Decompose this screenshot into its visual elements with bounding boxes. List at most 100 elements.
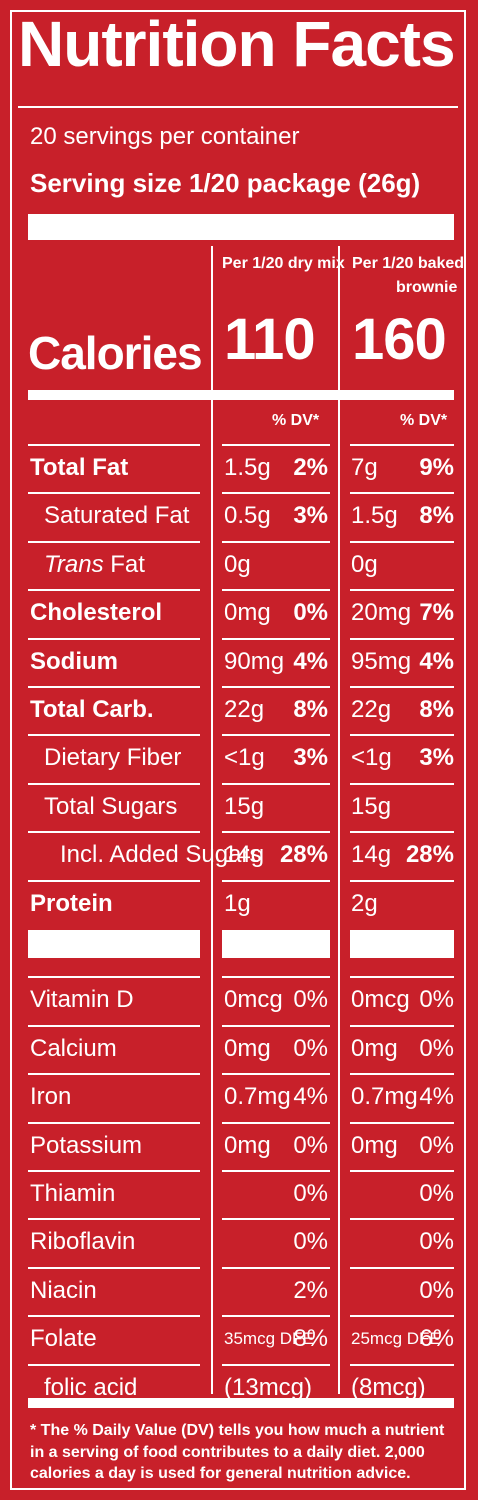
nutrient-row: Sodium 90mg 4% 95mg 4% <box>0 637 478 686</box>
column1-amount: 0mg <box>224 599 271 627</box>
row-rule <box>350 1170 454 1172</box>
column2-percent-dv: 4% <box>419 1083 454 1111</box>
thick-rule-bottom <box>28 1398 454 1408</box>
thick-rule-vitamins <box>28 930 200 958</box>
row-rule <box>350 782 454 785</box>
row-rule <box>222 1218 330 1221</box>
row-rule <box>222 1073 330 1076</box>
column1-percent-dv: 4% <box>293 1083 328 1111</box>
column1-amount: 0g <box>224 550 251 578</box>
column2-amount: (8mcg) <box>351 1373 426 1401</box>
column2-amount: 0mg <box>351 1131 398 1159</box>
column2-percent-dv: 0% <box>419 1034 454 1062</box>
nutrient-row: Incl. Added Sugars 14g 28% 14g 28% <box>0 831 478 879</box>
row-rule <box>28 1363 200 1366</box>
row-rule <box>28 1266 200 1269</box>
row-rule <box>350 637 454 640</box>
column1-percent-dv: 4% <box>293 647 328 675</box>
servings-per-container: 20 servings per container <box>30 123 300 150</box>
nutrient-label: Saturated Fat <box>44 502 190 530</box>
column1-percent-dv: 0% <box>293 1180 328 1207</box>
serving-size: Serving size 1/20 package (26g) <box>30 168 421 198</box>
row-rule <box>222 1315 330 1318</box>
nutrient-label-rest: Fat <box>103 550 145 578</box>
nutrition-panel-border <box>10 10 466 1490</box>
row-rule <box>350 589 454 592</box>
column2-amount: 0mcg <box>351 986 410 1014</box>
row-rule <box>350 879 454 882</box>
column2-percent-dv: 0% <box>419 986 454 1014</box>
row-rule <box>28 782 200 785</box>
nutrient-row: Total Sugars 15g 15g <box>0 782 478 831</box>
row-rule <box>28 831 200 834</box>
column2-amount: 25mcg DFE <box>351 1329 441 1349</box>
row-rule <box>28 589 200 592</box>
thick-rule-top <box>28 214 454 240</box>
row-rule <box>350 1073 454 1076</box>
column2-amount: 0mg <box>351 1034 398 1062</box>
column1-percent-dv: 2% <box>293 1276 328 1304</box>
vitamin-row: Potassium 0mg 0% 0mg 0% <box>0 1121 478 1170</box>
row-rule <box>350 831 454 834</box>
column2-percent-dv: 9% <box>419 454 454 481</box>
column2-header-line2: brownie <box>396 279 458 296</box>
column-divider-2 <box>338 246 340 1394</box>
nutrient-label: Protein <box>30 889 113 917</box>
row-rule <box>28 444 200 446</box>
calories-column1: 110 <box>224 307 316 372</box>
calories-column2: 160 <box>352 307 447 372</box>
row-rule <box>350 540 454 543</box>
column1-amount: (13mcg) <box>224 1373 313 1401</box>
nutrient-label: Total Fat <box>30 454 129 481</box>
vitamin-label: Niacin <box>30 1276 97 1304</box>
row-rule <box>350 734 454 737</box>
column2-amount: 0.7mg <box>351 1083 418 1111</box>
nutrient-row: Saturated Fat 0.5g 3% 1.5g 8% <box>0 492 478 540</box>
nutrient-label: Incl. Added Sugars <box>60 841 262 869</box>
nutrient-row: Total Carb. 22g 8% 22g 8% <box>0 686 478 734</box>
vitamin-label: folic acid <box>44 1373 138 1401</box>
row-rule <box>28 637 200 640</box>
vitamin-label: Thiamin <box>30 1180 116 1207</box>
column1-percent-dv: 28% <box>279 841 328 869</box>
row-rule <box>222 734 330 737</box>
thick-rule-calories <box>28 390 454 400</box>
column2-amount: 95mg <box>351 647 412 675</box>
row-rule <box>222 589 330 592</box>
thick-rule-vitamins <box>222 930 330 958</box>
nutrient-row: Dietary Fiber <1g 3% <1g 3% <box>0 734 478 782</box>
row-rule <box>350 976 454 979</box>
column1-percent-dv: 2% <box>293 454 328 481</box>
row-rule <box>222 879 330 882</box>
column1-percent-dv: 0% <box>293 1228 328 1256</box>
column2-amount: 14g <box>351 841 392 869</box>
thick-rule-vitamins <box>350 930 454 958</box>
row-rule <box>222 831 330 834</box>
column2-percent-dv: 8% <box>419 502 454 530</box>
vitamin-row: Iron 0.7mg 4% 0.7mg 4% <box>0 1073 478 1121</box>
row-rule <box>28 686 200 688</box>
row-rule <box>350 1024 454 1027</box>
column1-percent-dv: 0% <box>293 599 328 627</box>
column2-percent-dv: 6% <box>419 1325 454 1353</box>
column1-amount: 1g <box>224 889 251 917</box>
nutrient-label: Trans Fat <box>44 551 145 579</box>
column1-amount: 0mcg <box>224 986 283 1014</box>
nutrient-row: Trans Fat 0g 0g <box>0 540 478 589</box>
dv-header-column2: % DV* <box>400 412 448 429</box>
nutrient-label: Dietary Fiber <box>44 744 182 772</box>
vitamin-row: Niacin 2% 0% <box>0 1266 478 1315</box>
column1-percent-dv: 0% <box>293 1131 328 1159</box>
column1-percent-dv: 8% <box>293 1325 328 1353</box>
column2-amount: 22g <box>351 696 392 723</box>
row-rule <box>28 1024 200 1027</box>
row-rule <box>28 1073 200 1076</box>
vitamin-row: Thiamin 0% 0% <box>0 1170 478 1218</box>
row-rule <box>28 734 200 737</box>
column-divider-1 <box>211 246 213 1394</box>
column2-amount: 7g <box>351 454 378 481</box>
column1-percent-dv: 0% <box>293 1034 328 1062</box>
row-rule <box>350 686 454 688</box>
row-rule <box>222 1170 330 1172</box>
vitamin-row: folic acid (13mcg) (8mcg) <box>0 1363 478 1412</box>
